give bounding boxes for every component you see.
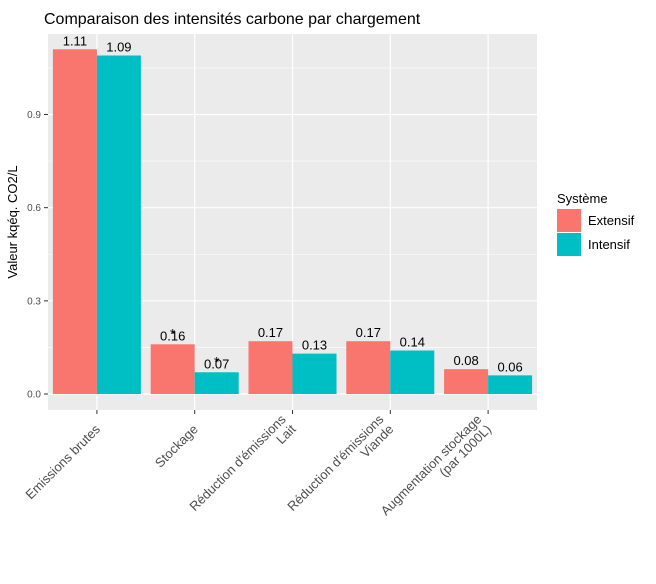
bar-value-label: 0.06 xyxy=(497,359,522,374)
y-axis: 0.0 0.3 0.6 0.9 xyxy=(27,110,48,401)
x-tick-label: Emissions brutes xyxy=(22,421,103,502)
bar-extensif xyxy=(52,49,97,395)
x-tick-label: Augmentation stockage(par 1000L) xyxy=(378,412,495,529)
legend-title: Système xyxy=(557,191,608,206)
chart-title: Comparaison des intensités carbone par c… xyxy=(44,11,421,28)
bar-intensif xyxy=(390,350,435,394)
bar-extensif xyxy=(248,341,293,394)
bar-value-label: 0.17 xyxy=(356,325,381,340)
bar-extensif xyxy=(444,369,489,394)
x-tick-label: Stockage xyxy=(152,422,201,471)
bar-value-label: 0.16 xyxy=(160,328,185,343)
legend: Système Extensif Intensif xyxy=(557,191,635,256)
legend-key-extensif xyxy=(557,209,581,232)
y-tick-label: 0.0 xyxy=(27,390,41,401)
bar-value-label: 1.09 xyxy=(106,39,131,54)
bar-value-label: 0.07 xyxy=(204,356,229,371)
y-tick-label: 0.9 xyxy=(27,110,41,121)
bar-intensif xyxy=(96,55,141,394)
significance-asterisk: * xyxy=(170,325,176,341)
bar-value-label: 0.13 xyxy=(302,338,327,353)
y-tick-label: 0.3 xyxy=(27,296,41,307)
bar-extensif xyxy=(150,344,195,394)
bar-value-labels: 1.11 0.16 0.17 0.17 0.08 1.09 0.07 0.13 0.14 0.06… xyxy=(63,33,523,374)
bar-intensif xyxy=(488,375,533,394)
y-tick-label: 0.6 xyxy=(27,203,41,214)
bar-intensif xyxy=(194,372,239,394)
legend-label: Intensif xyxy=(588,237,630,252)
bar-value-label: 0.14 xyxy=(400,335,425,350)
bar-value-label: 1.11 xyxy=(63,33,87,48)
bars xyxy=(52,49,533,395)
x-tick-label: Réduction d'émissionsLait xyxy=(186,411,299,524)
significance-asterisk: * xyxy=(214,353,220,369)
bar-value-label: 0.17 xyxy=(258,325,283,340)
y-axis-title: Valeur kqéq. CO2/L xyxy=(5,165,20,278)
bar-extensif xyxy=(346,341,391,394)
bar-value-label: 0.08 xyxy=(453,353,478,368)
legend-key-intensif xyxy=(557,233,581,256)
bar-intensif xyxy=(292,353,337,394)
legend-label: Extensif xyxy=(588,213,635,228)
